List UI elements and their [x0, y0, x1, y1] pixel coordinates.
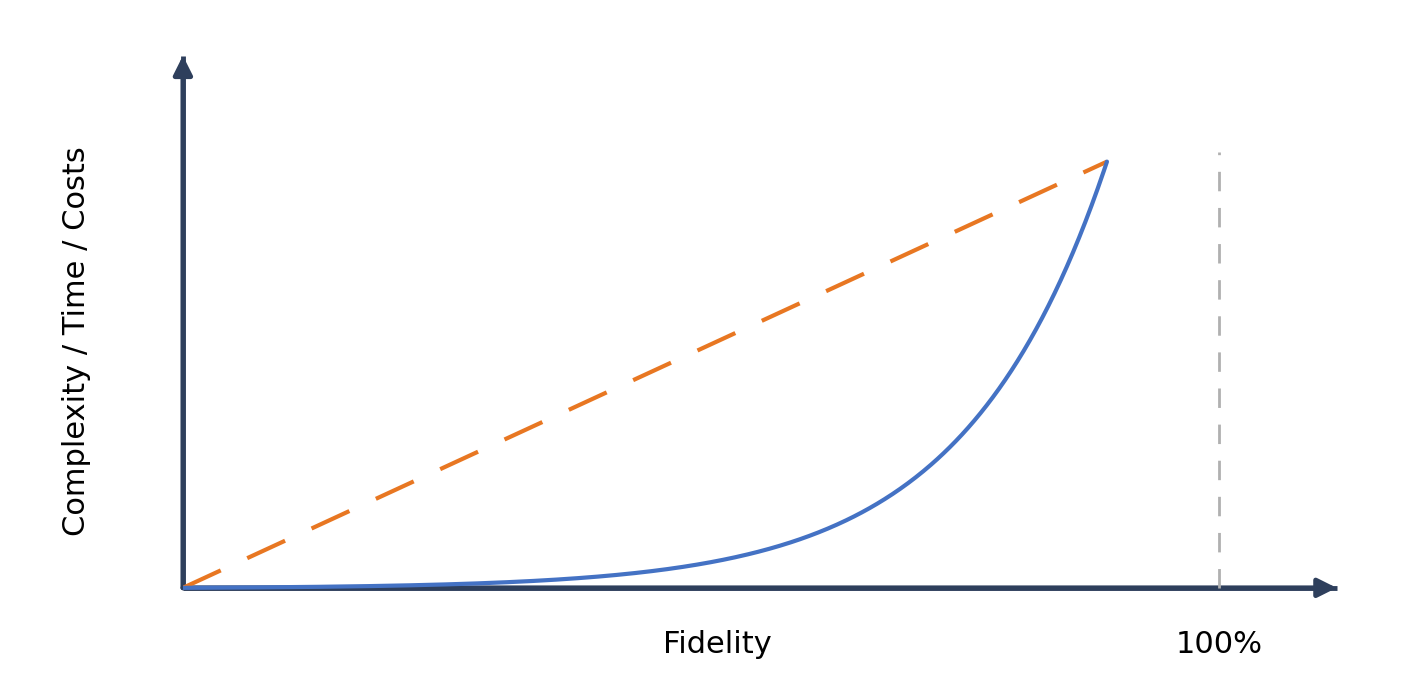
Text: Complexity / Time / Costs: Complexity / Time / Costs: [62, 147, 90, 537]
Text: Fidelity: Fidelity: [663, 630, 771, 658]
Text: 100%: 100%: [1176, 630, 1262, 658]
